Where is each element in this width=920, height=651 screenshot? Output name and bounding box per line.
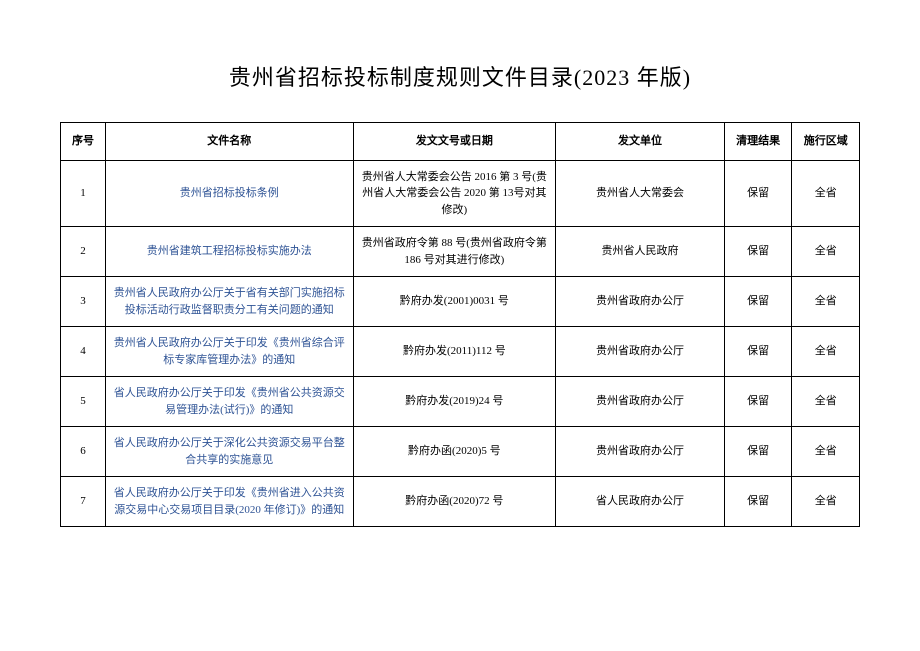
- cell-seq: 3: [61, 277, 106, 327]
- cell-result: 保留: [724, 277, 792, 327]
- cell-docno: 黔府办函(2020)72 号: [353, 477, 556, 527]
- cell-result: 保留: [724, 327, 792, 377]
- table-row: 5 省人民政府办公厅关于印发《贵州省公共资源交易管理办法(试行)》的通知 黔府办…: [61, 377, 860, 427]
- table-row: 7 省人民政府办公厅关于印发《贵州省进入公共资源交易中心交易项目目录(2020 …: [61, 477, 860, 527]
- cell-docno: 贵州省政府令第 88 号(贵州省政府令第 186 号对其进行修改): [353, 227, 556, 277]
- cell-area: 全省: [792, 227, 860, 277]
- col-header-docno: 发文文号或日期: [353, 123, 556, 161]
- cell-doc-name[interactable]: 贵州省人民政府办公厅关于印发《贵州省综合评标专家库管理办法》的通知: [106, 327, 354, 377]
- cell-seq: 5: [61, 377, 106, 427]
- cell-area: 全省: [792, 477, 860, 527]
- cell-seq: 7: [61, 477, 106, 527]
- cell-issuer: 贵州省政府办公厅: [556, 377, 725, 427]
- cell-result: 保留: [724, 427, 792, 477]
- table-row: 1 贵州省招标投标条例 贵州省人大常委会公告 2016 第 3 号(贵州省人大常…: [61, 160, 860, 227]
- cell-doc-name[interactable]: 贵州省建筑工程招标投标实施办法: [106, 227, 354, 277]
- cell-issuer: 贵州省政府办公厅: [556, 327, 725, 377]
- cell-area: 全省: [792, 327, 860, 377]
- cell-issuer: 贵州省人大常委会: [556, 160, 725, 227]
- col-header-name: 文件名称: [106, 123, 354, 161]
- cell-seq: 4: [61, 327, 106, 377]
- cell-doc-name[interactable]: 省人民政府办公厅关于印发《贵州省进入公共资源交易中心交易项目目录(2020 年修…: [106, 477, 354, 527]
- table-row: 2 贵州省建筑工程招标投标实施办法 贵州省政府令第 88 号(贵州省政府令第 1…: [61, 227, 860, 277]
- cell-issuer: 省人民政府办公厅: [556, 477, 725, 527]
- cell-result: 保留: [724, 377, 792, 427]
- cell-issuer: 贵州省人民政府: [556, 227, 725, 277]
- cell-docno: 黔府办发(2019)24 号: [353, 377, 556, 427]
- cell-doc-name[interactable]: 省人民政府办公厅关于印发《贵州省公共资源交易管理办法(试行)》的通知: [106, 377, 354, 427]
- page-title: 贵州省招标投标制度规则文件目录(2023 年版): [60, 60, 860, 92]
- cell-area: 全省: [792, 377, 860, 427]
- col-header-result: 清理结果: [724, 123, 792, 161]
- cell-issuer: 贵州省政府办公厅: [556, 427, 725, 477]
- cell-result: 保留: [724, 227, 792, 277]
- cell-doc-name[interactable]: 贵州省招标投标条例: [106, 160, 354, 227]
- document-catalog-table: 序号 文件名称 发文文号或日期 发文单位 清理结果 施行区域 1 贵州省招标投标…: [60, 122, 860, 527]
- col-header-area: 施行区域: [792, 123, 860, 161]
- table-body: 1 贵州省招标投标条例 贵州省人大常委会公告 2016 第 3 号(贵州省人大常…: [61, 160, 860, 527]
- cell-result: 保留: [724, 160, 792, 227]
- col-header-issuer: 发文单位: [556, 123, 725, 161]
- cell-seq: 6: [61, 427, 106, 477]
- cell-doc-name[interactable]: 省人民政府办公厅关于深化公共资源交易平台整合共享的实施意见: [106, 427, 354, 477]
- col-header-seq: 序号: [61, 123, 106, 161]
- cell-docno: 黔府办函(2020)5 号: [353, 427, 556, 477]
- cell-result: 保留: [724, 477, 792, 527]
- table-row: 6 省人民政府办公厅关于深化公共资源交易平台整合共享的实施意见 黔府办函(202…: [61, 427, 860, 477]
- cell-area: 全省: [792, 277, 860, 327]
- cell-area: 全省: [792, 160, 860, 227]
- cell-area: 全省: [792, 427, 860, 477]
- table-row: 4 贵州省人民政府办公厅关于印发《贵州省综合评标专家库管理办法》的通知 黔府办发…: [61, 327, 860, 377]
- cell-docno: 黔府办发(2011)112 号: [353, 327, 556, 377]
- cell-issuer: 贵州省政府办公厅: [556, 277, 725, 327]
- cell-docno: 贵州省人大常委会公告 2016 第 3 号(贵州省人大常委会公告 2020 第 …: [353, 160, 556, 227]
- table-header-row: 序号 文件名称 发文文号或日期 发文单位 清理结果 施行区域: [61, 123, 860, 161]
- cell-seq: 1: [61, 160, 106, 227]
- cell-doc-name[interactable]: 贵州省人民政府办公厅关于省有关部门实施招标投标活动行政监督职责分工有关问题的通知: [106, 277, 354, 327]
- table-row: 3 贵州省人民政府办公厅关于省有关部门实施招标投标活动行政监督职责分工有关问题的…: [61, 277, 860, 327]
- cell-seq: 2: [61, 227, 106, 277]
- cell-docno: 黔府办发(2001)0031 号: [353, 277, 556, 327]
